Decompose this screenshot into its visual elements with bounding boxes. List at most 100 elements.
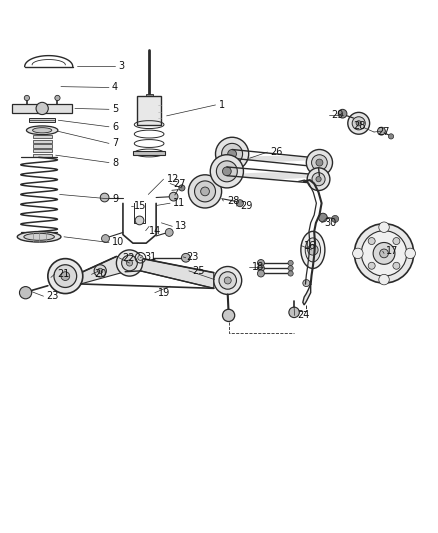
Circle shape <box>307 168 330 190</box>
Bar <box>32 140 52 143</box>
Text: 10: 10 <box>112 238 124 247</box>
Circle shape <box>303 280 310 287</box>
Circle shape <box>24 95 29 101</box>
Circle shape <box>312 173 325 185</box>
Circle shape <box>379 222 389 232</box>
Text: 8: 8 <box>112 158 118 167</box>
Circle shape <box>316 159 323 166</box>
Ellipse shape <box>305 238 321 262</box>
Circle shape <box>332 215 339 222</box>
Circle shape <box>188 175 222 208</box>
Text: 28: 28 <box>353 121 366 131</box>
Circle shape <box>393 262 400 269</box>
Text: 6: 6 <box>112 122 118 132</box>
Text: 7: 7 <box>112 139 118 148</box>
Ellipse shape <box>24 233 54 240</box>
Text: 24: 24 <box>297 310 310 320</box>
Circle shape <box>55 95 60 101</box>
Circle shape <box>288 271 293 276</box>
Polygon shape <box>81 256 214 288</box>
Circle shape <box>127 260 133 266</box>
Circle shape <box>316 176 321 182</box>
Circle shape <box>223 167 231 176</box>
Circle shape <box>181 253 190 262</box>
Circle shape <box>36 102 48 115</box>
Circle shape <box>368 238 375 245</box>
Text: 5: 5 <box>112 104 118 114</box>
Polygon shape <box>303 284 311 305</box>
Circle shape <box>194 181 215 202</box>
Text: 23: 23 <box>186 252 198 262</box>
Circle shape <box>338 109 347 118</box>
Bar <box>32 135 52 138</box>
Circle shape <box>94 265 106 277</box>
Text: 25: 25 <box>192 266 205 276</box>
Text: 15: 15 <box>134 201 146 211</box>
Circle shape <box>222 143 243 164</box>
Bar <box>12 103 72 113</box>
Ellipse shape <box>26 126 58 135</box>
Text: 27: 27 <box>173 179 186 189</box>
Circle shape <box>258 260 265 266</box>
Text: 9: 9 <box>112 194 118 204</box>
Ellipse shape <box>301 231 325 269</box>
Bar <box>32 154 52 157</box>
Circle shape <box>288 265 293 271</box>
Circle shape <box>122 255 138 271</box>
Text: 31: 31 <box>145 252 157 262</box>
Circle shape <box>258 265 265 272</box>
Text: 14: 14 <box>149 225 161 236</box>
Bar <box>146 94 152 98</box>
Circle shape <box>210 155 244 188</box>
Circle shape <box>201 187 209 196</box>
Text: 29: 29 <box>240 201 252 211</box>
Circle shape <box>102 235 110 243</box>
Circle shape <box>311 155 327 171</box>
Circle shape <box>361 231 407 276</box>
Circle shape <box>165 229 173 236</box>
Text: 19: 19 <box>158 288 170 298</box>
Circle shape <box>378 127 385 135</box>
Text: 16: 16 <box>304 240 316 251</box>
Text: 21: 21 <box>57 269 70 279</box>
Circle shape <box>352 117 365 130</box>
Circle shape <box>306 149 332 176</box>
Circle shape <box>179 185 185 191</box>
Circle shape <box>356 120 361 126</box>
Circle shape <box>368 262 375 269</box>
Text: 26: 26 <box>271 147 283 157</box>
Circle shape <box>354 224 414 283</box>
Circle shape <box>258 270 265 277</box>
Circle shape <box>380 249 389 258</box>
Circle shape <box>214 266 242 294</box>
Circle shape <box>307 245 318 255</box>
Circle shape <box>98 268 103 273</box>
Bar <box>32 149 52 152</box>
Text: 22: 22 <box>122 253 134 263</box>
Circle shape <box>405 248 416 259</box>
Text: 4: 4 <box>112 83 118 93</box>
Bar <box>29 118 55 123</box>
Circle shape <box>219 272 237 289</box>
Circle shape <box>373 243 395 264</box>
Circle shape <box>169 192 178 201</box>
Circle shape <box>100 193 109 202</box>
Text: 23: 23 <box>46 291 59 301</box>
Circle shape <box>19 287 32 299</box>
Circle shape <box>224 277 231 284</box>
Circle shape <box>289 307 299 318</box>
Text: 20: 20 <box>95 269 107 279</box>
Text: 1: 1 <box>219 100 225 110</box>
Ellipse shape <box>32 128 52 133</box>
Circle shape <box>288 261 293 265</box>
Circle shape <box>61 272 70 280</box>
Circle shape <box>138 255 143 261</box>
Circle shape <box>353 248 363 259</box>
Circle shape <box>48 259 83 294</box>
Text: 11: 11 <box>173 198 185 208</box>
Circle shape <box>228 149 237 158</box>
Text: 28: 28 <box>228 196 240 206</box>
Text: 12: 12 <box>166 174 179 184</box>
Bar <box>32 144 52 148</box>
Circle shape <box>393 238 400 245</box>
